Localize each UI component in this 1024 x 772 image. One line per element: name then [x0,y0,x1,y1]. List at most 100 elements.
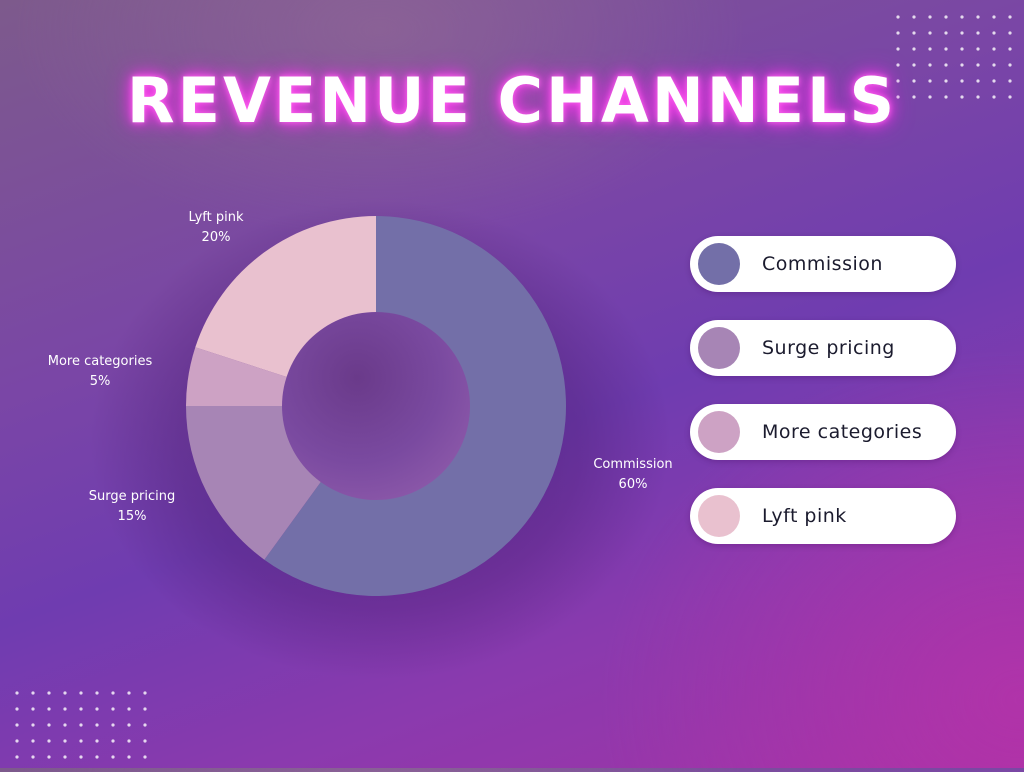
decorative-dot [896,15,900,19]
decorative-dot [944,79,948,83]
decorative-dot [976,31,980,35]
decorative-dot [47,755,51,759]
decorative-dot [47,723,51,727]
decorative-dot [95,739,99,743]
decorative-dot [928,15,932,19]
decorative-dot [111,723,115,727]
decorative-dot [912,31,916,35]
decorative-dot [928,95,932,99]
slice-label-name: Lyft pink [188,210,244,225]
decorative-dot [95,707,99,711]
decorative-dot [960,79,964,83]
decorative-dot [63,739,67,743]
slice-label-value: 5% [89,374,111,389]
decorative-dot [992,95,996,99]
decorative-dot [944,47,948,51]
decorative-dot [992,15,996,19]
decorative-dot [63,691,67,695]
page-title: REVENUE CHANNELS [126,64,898,137]
decorative-dot [127,755,131,759]
decorative-dot [111,739,115,743]
decorative-dot [960,15,964,19]
decorative-dot [976,47,980,51]
decorative-dot [127,707,131,711]
decorative-dot [31,739,35,743]
decorative-dot [15,707,19,711]
decorative-dot [976,95,980,99]
decorative-dot [896,31,900,35]
legend-swatch [698,495,740,537]
decorative-dot [896,79,900,83]
decorative-dot [912,95,916,99]
decorative-dot [31,755,35,759]
decorative-dot [127,723,131,727]
decorative-dot [63,755,67,759]
decorative-dot [1008,79,1012,83]
legend-swatch [698,327,740,369]
decorative-dot [1008,95,1012,99]
decorative-dot [47,691,51,695]
decorative-dot [15,755,19,759]
decorative-dot [912,79,916,83]
dot-pattern-bottom-left [14,690,154,768]
legend-item-lyft-pink: Lyft pink [690,488,956,544]
decorative-dot [15,739,19,743]
slice-label-more-categories: More categories 5% [30,352,170,392]
decorative-dot [960,63,964,67]
slice-label-value: 20% [201,230,231,245]
decorative-dot [111,755,115,759]
decorative-dot [1008,63,1012,67]
decorative-dot [79,723,83,727]
decorative-dot [928,47,932,51]
decorative-dot [992,79,996,83]
decorative-dot [15,691,19,695]
decorative-dot [143,739,147,743]
decorative-dot [992,31,996,35]
decorative-dot [928,31,932,35]
donut-hole [282,312,470,500]
decorative-dot [944,15,948,19]
decorative-dot [1008,47,1012,51]
decorative-dot [896,47,900,51]
decorative-dot [960,31,964,35]
decorative-dot [912,15,916,19]
legend-swatch [698,243,740,285]
slice-label-commission: Commission 60% [578,455,688,495]
slice-label-value: 60% [618,477,648,492]
decorative-dot [79,691,83,695]
decorative-dot [896,95,900,99]
dot-pattern-top-right [895,14,1024,104]
decorative-dot [944,31,948,35]
legend-label: Surge pricing [762,337,895,359]
decorative-dot [143,723,147,727]
decorative-dot [976,63,980,67]
decorative-dot [960,95,964,99]
decorative-dot [960,47,964,51]
decorative-dot [95,691,99,695]
decorative-dot [944,63,948,67]
decorative-dot [63,723,67,727]
decorative-dot [1008,15,1012,19]
decorative-dot [127,739,131,743]
decorative-dot [976,15,980,19]
decorative-dot [79,755,83,759]
decorative-dot [31,707,35,711]
decorative-dot [127,691,131,695]
decorative-dot [47,707,51,711]
slice-label-name: More categories [47,354,153,369]
slice-label-surge-pricing: Surge pricing 15% [72,487,192,527]
decorative-dot [79,707,83,711]
decorative-dot [944,95,948,99]
decorative-dot [31,723,35,727]
decorative-dot [95,723,99,727]
legend-item-commission: Commission [690,236,956,292]
legend-swatch [698,411,740,453]
decorative-dot [928,63,932,67]
decorative-dot [992,63,996,67]
decorative-dot [31,691,35,695]
decorative-dot [912,47,916,51]
slice-label-lyft-pink: Lyft pink 20% [166,208,266,248]
legend-label: More categories [762,421,923,443]
decorative-dot [95,755,99,759]
decorative-dot [111,691,115,695]
